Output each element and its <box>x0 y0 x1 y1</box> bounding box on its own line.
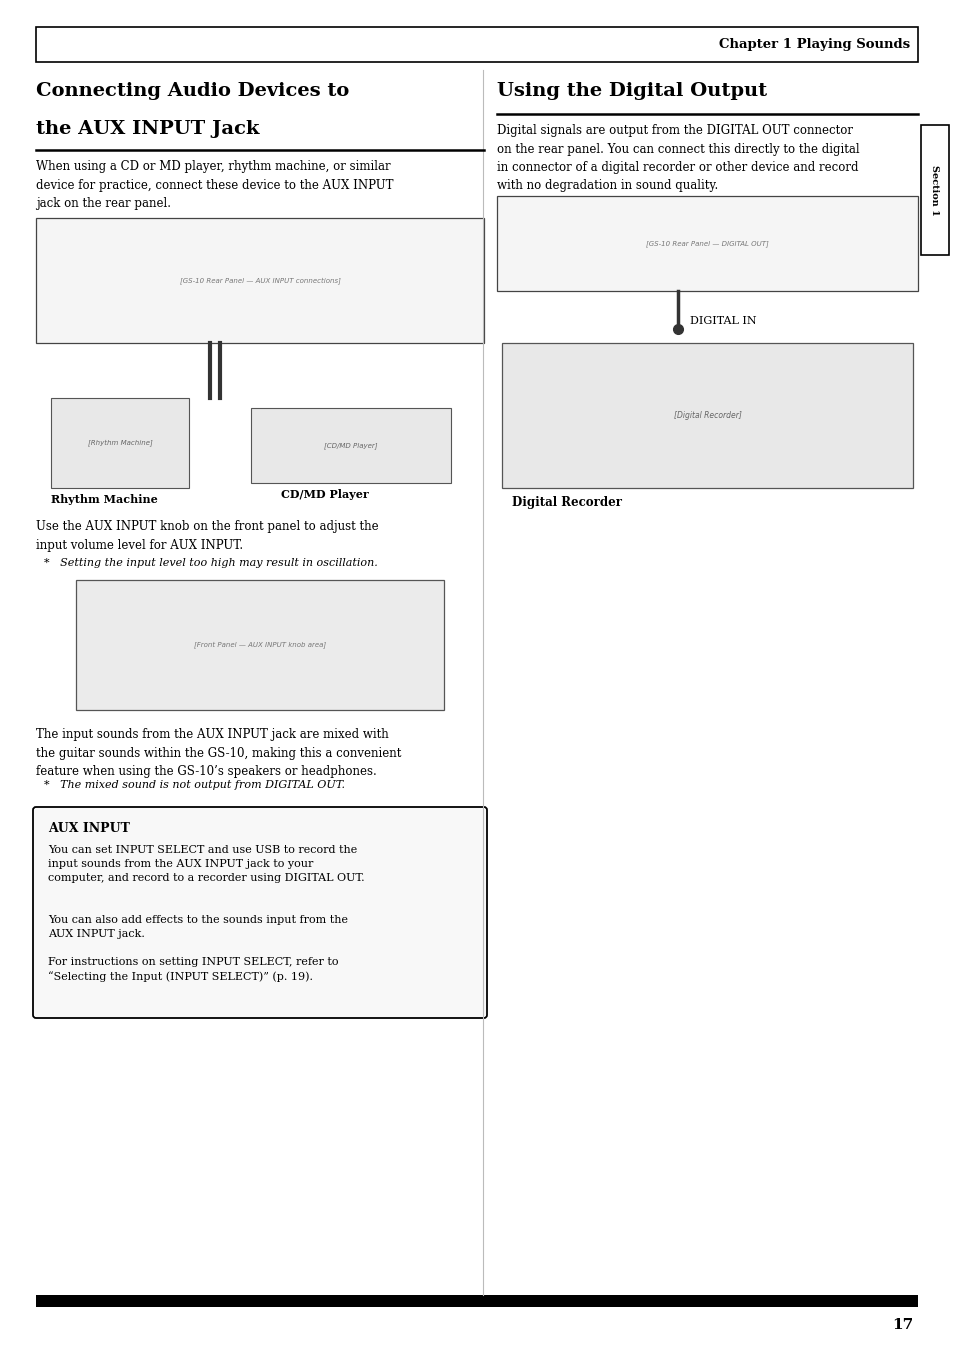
Text: [Front Panel — AUX INPUT knob area]: [Front Panel — AUX INPUT knob area] <box>193 642 326 648</box>
FancyBboxPatch shape <box>33 807 486 1019</box>
Bar <box>501 343 912 488</box>
Bar <box>51 399 189 488</box>
Bar <box>497 196 917 290</box>
Text: When using a CD or MD player, rhythm machine, or similar
device for practice, co: When using a CD or MD player, rhythm mac… <box>36 159 393 209</box>
Text: AUX INPUT: AUX INPUT <box>48 821 130 835</box>
Text: [CD/MD Player]: [CD/MD Player] <box>324 442 377 449</box>
Text: Connecting Audio Devices to: Connecting Audio Devices to <box>36 82 349 100</box>
Text: *   The mixed sound is not output from DIGITAL OUT.: * The mixed sound is not output from DIG… <box>44 780 345 790</box>
Text: Digital Recorder: Digital Recorder <box>512 496 621 509</box>
Text: the AUX INPUT Jack: the AUX INPUT Jack <box>36 120 259 138</box>
Text: *   Setting the input level too high may result in oscillation.: * Setting the input level too high may r… <box>44 558 377 567</box>
Text: Rhythm Machine: Rhythm Machine <box>51 494 157 505</box>
Bar <box>251 408 451 484</box>
Bar <box>36 27 917 62</box>
Text: 17: 17 <box>891 1319 912 1332</box>
Text: [GS-10 Rear Panel — DIGITAL OUT]: [GS-10 Rear Panel — DIGITAL OUT] <box>645 240 768 247</box>
Text: CD/MD Player: CD/MD Player <box>281 489 369 500</box>
Text: DIGITAL IN: DIGITAL IN <box>689 316 756 326</box>
Text: You can set INPUT SELECT and use USB to record the
input sounds from the AUX INP: You can set INPUT SELECT and use USB to … <box>48 844 364 884</box>
Text: Digital signals are output from the DIGITAL OUT connector
on the rear panel. You: Digital signals are output from the DIGI… <box>497 124 859 192</box>
Text: For instructions on setting INPUT SELECT, refer to
“Selecting the Input (INPUT S: For instructions on setting INPUT SELECT… <box>48 957 338 982</box>
Text: [GS-10 Rear Panel — AUX INPUT connections]: [GS-10 Rear Panel — AUX INPUT connection… <box>179 277 340 284</box>
Text: Chapter 1 Playing Sounds: Chapter 1 Playing Sounds <box>719 38 909 51</box>
Text: You can also add effects to the sounds input from the
AUX INPUT jack.: You can also add effects to the sounds i… <box>48 915 348 939</box>
Text: Section 1: Section 1 <box>929 165 939 215</box>
Bar <box>920 126 948 255</box>
Text: The input sounds from the AUX INPUT jack are mixed with
the guitar sounds within: The input sounds from the AUX INPUT jack… <box>36 728 401 778</box>
Bar <box>76 580 443 711</box>
Bar <box>36 1296 917 1306</box>
Bar <box>36 218 483 343</box>
Text: Use the AUX INPUT knob on the front panel to adjust the
input volume level for A: Use the AUX INPUT knob on the front pane… <box>36 520 378 551</box>
Text: Using the Digital Output: Using the Digital Output <box>497 82 766 100</box>
Text: [Digital Recorder]: [Digital Recorder] <box>673 411 740 420</box>
Text: [Rhythm Machine]: [Rhythm Machine] <box>88 439 152 446</box>
